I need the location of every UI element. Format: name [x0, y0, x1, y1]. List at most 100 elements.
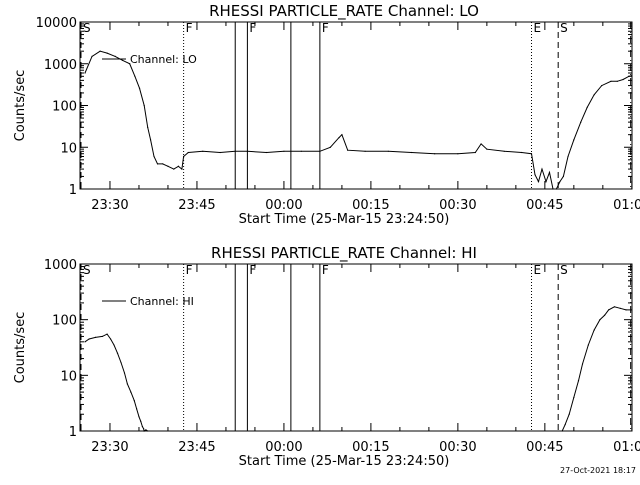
panel-2-x-tick-label: 00:45 — [526, 440, 563, 455]
panel-1-data-point — [601, 84, 603, 87]
panel-1-legend-label: Channel: LO — [130, 53, 197, 66]
panel-1-title: RHESSI PARTICLE_RATE Channel: LO — [209, 2, 479, 21]
panel-1-data-point — [631, 75, 633, 77]
panel-1-x-tick-label: 23:45 — [178, 198, 215, 213]
panel-2-data-point — [561, 430, 563, 432]
panel-1-data-point — [616, 80, 618, 82]
panel-2-axes-box — [79, 263, 633, 432]
panel-1-data-point — [530, 153, 533, 155]
panel-1-data-point — [486, 148, 488, 150]
panel-1: RHESSI PARTICLE_RATE Channel: LO Counts/s… — [13, 2, 640, 227]
panel-2-y-tick-label: 1000 — [44, 258, 77, 273]
panel-2-marker-label: S — [560, 263, 568, 277]
panel-2-x-tick-label: 00:00 — [265, 440, 302, 455]
panel-2-data-point — [564, 424, 566, 426]
panel-1-data-point — [91, 55, 93, 57]
panel-2-data-point — [619, 307, 621, 309]
panel-2-x-tick-label: 00:30 — [439, 440, 476, 455]
panel-1-data-point — [122, 59, 124, 62]
panel-2-data-point — [613, 306, 616, 308]
panel-1-data-point — [181, 168, 183, 170]
panel-2-x-tick-label: 01:00 — [613, 440, 640, 455]
panel-1-data-point — [341, 134, 343, 136]
panel-1-data-point — [99, 50, 101, 52]
panel-1-data-point — [219, 151, 221, 154]
panel-2-data-point — [138, 416, 140, 418]
panel-1-data-point — [234, 150, 236, 152]
panel-1-data-point — [187, 151, 189, 154]
panel-1-data-point — [559, 181, 561, 183]
panel-2-data-point — [581, 363, 584, 365]
panel-2-data-point — [573, 396, 575, 399]
panel-1-data-point — [537, 181, 540, 183]
footer-timestamp: 27-Oct-2021 18:17 — [560, 466, 636, 475]
panel-1-series-line — [84, 50, 632, 190]
panel-1-x-tick-label: 00:00 — [265, 198, 302, 213]
panel-2-data-point — [88, 338, 90, 340]
panel-1-data-point — [562, 175, 565, 178]
panel-2-data-point — [141, 425, 144, 428]
panel-1-data-point — [300, 150, 302, 152]
panel-1-data-point — [628, 75, 630, 77]
panel-1-y-tick-label: 10000 — [36, 16, 77, 31]
panel-1-data-point — [567, 155, 569, 158]
panel-1-data-point — [246, 150, 248, 152]
panel-2-data-point — [593, 329, 595, 331]
panel-2-data-point — [136, 408, 138, 410]
panel-2-y-tick-label: 100 — [52, 314, 77, 329]
panel-1-data-point — [167, 165, 169, 167]
panel-1-data-point — [457, 153, 459, 155]
panel-1-data-point — [162, 163, 164, 165]
panel-1-data-point — [129, 63, 131, 65]
panel-1-data-point — [149, 139, 152, 141]
panel-2-data-point — [120, 361, 122, 364]
panel-2-marker-label: F — [186, 263, 193, 277]
panel-1-data-point — [347, 149, 349, 151]
panel-1-marker-label: S — [83, 21, 91, 35]
panel-1-data-point — [265, 151, 268, 154]
panel-2: RHESSI PARTICLE_RATE Channel: HI Counts/s… — [13, 244, 640, 469]
panel-2-marker-label: S — [83, 263, 91, 277]
panel-2-data-point — [587, 344, 589, 346]
panel-1-data-point — [622, 78, 624, 81]
panel-1-x-tick-label: 00:30 — [439, 198, 476, 213]
panel-2-x-tick-label: 23:45 — [178, 440, 215, 455]
panel-2-data-point — [101, 335, 104, 338]
panel-1-data-point — [183, 155, 185, 158]
panel-1-marker-label: F — [186, 21, 193, 35]
panel-1-marker-label: F — [322, 21, 329, 35]
panel-1-data-point — [434, 153, 436, 155]
panel-1-data-point — [586, 106, 588, 109]
panel-1-data-point — [319, 150, 321, 152]
panel-1-data-point — [541, 168, 543, 170]
panel-1-data-point — [364, 150, 366, 152]
panel-1-x-tick-label: 01:00 — [613, 198, 640, 213]
panel-1-data-point — [84, 72, 86, 74]
panel-2-data-point — [603, 314, 606, 316]
panel-1-y-tick-label: 10 — [60, 141, 77, 156]
panel-1-y-axis-label: Counts/sec — [13, 70, 28, 142]
panel-2-data-point — [113, 344, 115, 346]
panel-1-data-point — [548, 171, 551, 173]
panel-1-data-point — [474, 151, 476, 154]
panel-1-data-point — [173, 168, 175, 170]
panel-2-data-point — [94, 336, 97, 339]
panel-2-legend-label: Channel: HI — [130, 295, 194, 308]
panel-1-data-point — [503, 150, 505, 152]
panel-2-marker-label: F — [249, 263, 256, 277]
panel-2-data-point — [133, 400, 135, 402]
panel-1-data-point — [593, 94, 595, 96]
panel-2-x-axis-label: Start Time (25-Mar-15 23:24:50) — [239, 454, 450, 469]
panel-1-data-point — [134, 75, 136, 77]
panel-2-y-tick-label: 10 — [60, 369, 77, 384]
panel-2-x-tick-label: 00:15 — [352, 440, 389, 455]
panel-2-data-point — [106, 333, 108, 335]
panel-2-x-tick-label: 23:30 — [91, 440, 128, 455]
panel-2-y-tick-label: 1 — [69, 425, 77, 440]
panel-1-y-tick-label: 1 — [69, 183, 77, 198]
panel-2-data-point — [625, 309, 627, 311]
panel-1-data-point — [202, 150, 204, 152]
panel-1-data-point — [480, 143, 482, 145]
